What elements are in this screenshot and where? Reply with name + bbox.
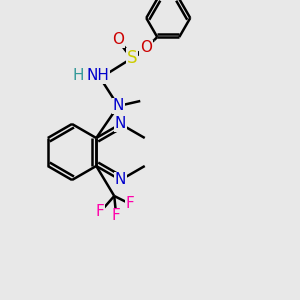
Text: F: F xyxy=(96,205,105,220)
Text: H: H xyxy=(73,68,84,83)
Text: F: F xyxy=(126,196,135,211)
Text: S: S xyxy=(127,49,137,67)
Text: O: O xyxy=(140,40,152,56)
Text: F: F xyxy=(112,208,121,224)
Text: NH: NH xyxy=(87,68,110,83)
Text: N: N xyxy=(115,172,126,188)
Text: N: N xyxy=(112,98,124,113)
Text: N: N xyxy=(115,116,126,131)
Text: O: O xyxy=(112,32,124,47)
